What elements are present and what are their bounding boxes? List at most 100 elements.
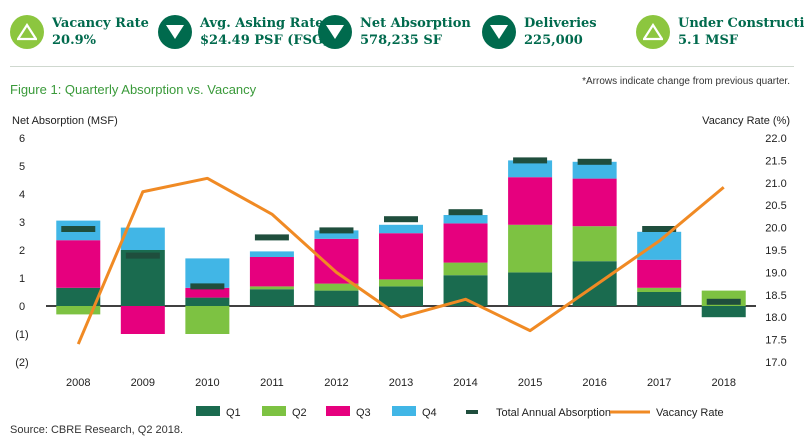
left-tick-label: 0 [19, 301, 25, 313]
kpi-value: 5.1 MSF [678, 33, 739, 48]
bar-q1-2009 [120, 250, 165, 306]
bar-q4-2009 [120, 227, 165, 250]
vacancy-rate-line [76, 176, 725, 345]
right-tick-label: 22.0 [765, 133, 786, 145]
right-tick-label: 18.0 [765, 312, 786, 324]
total-marker-2011 [254, 234, 289, 241]
bar-q3-2014 [443, 223, 488, 263]
kpi-label: Under Construction [678, 16, 804, 31]
bar-q1-2018 [701, 306, 746, 318]
bar-q2-2015 [508, 224, 553, 273]
right-tick-label: 20.5 [765, 200, 786, 212]
bar-q4-2015 [508, 160, 553, 178]
bar-q2-2014 [443, 262, 488, 276]
kpi-value: 578,235 SF [360, 33, 442, 48]
x-tick-label: 2014 [453, 377, 477, 389]
legend-label-q2: Q2 [292, 407, 307, 419]
bar-q3-2015 [508, 177, 553, 225]
left-tick-label: 4 [19, 189, 25, 201]
x-tick-label: 2016 [582, 377, 606, 389]
bar-q4-2017 [637, 231, 682, 260]
x-tick-label: 2015 [518, 377, 542, 389]
bar-q1-2015 [508, 272, 553, 306]
kpi-label: Net Absorption [360, 16, 471, 31]
left-tick-label: 3 [19, 217, 25, 229]
x-tick-label: 2013 [389, 377, 413, 389]
kpi-under-construction: Under Construction 5.1 MSF [636, 10, 804, 54]
right-tick-label: 21.0 [765, 178, 786, 190]
left-axis-label: Net Absorption (MSF) [12, 115, 118, 127]
total-marker-2014 [448, 209, 483, 216]
total-marker-2009 [125, 252, 160, 259]
legend-swatch-q4 [392, 406, 416, 416]
total-marker-2013 [384, 216, 418, 223]
legend-label-q1: Q1 [226, 407, 241, 419]
kpi-value: 225,000 [524, 33, 583, 48]
figure-title: Figure 1: Quarterly Absorption vs. Vacan… [10, 82, 257, 97]
left-tick-label: 5 [19, 161, 25, 173]
x-tick-label: 2017 [647, 377, 671, 389]
right-tick-label: 20.0 [765, 223, 786, 235]
bar-q1-2013 [379, 286, 423, 306]
kpi-value: 20.9% [52, 33, 97, 48]
total-marker-2010 [190, 283, 225, 290]
bar-q2-2011 [249, 286, 294, 290]
total-marker-2012 [319, 227, 354, 234]
legend-swatch-total-annual-absorption [466, 410, 478, 414]
divider [10, 66, 794, 67]
bar-q3-2011 [249, 257, 294, 287]
left-tick-label: (1) [15, 329, 28, 341]
footnote: *Arrows indicate change from previous qu… [582, 76, 790, 87]
arrow-up-icon [10, 15, 44, 49]
kpi-label: Avg. Asking Rate [200, 16, 324, 31]
bar-q2-2013 [379, 279, 423, 287]
kpi-value: $24.49 PSF (FSG) [200, 33, 330, 48]
bar-q3-2013 [379, 233, 423, 280]
bar-q3-2016 [572, 178, 617, 227]
arrow-down-icon [482, 15, 516, 49]
x-tick-label: 2010 [195, 377, 219, 389]
bar-q1-2010 [185, 297, 230, 306]
total-marker-2008 [61, 226, 96, 232]
left-tick-label: 1 [19, 273, 25, 285]
right-tick-label: 18.5 [765, 290, 786, 302]
right-tick-label: 19.5 [765, 245, 786, 257]
x-tick-label: 2011 [260, 377, 284, 389]
kpi-avg-asking-rate: Avg. Asking Rate $24.49 PSF (FSG) [158, 10, 329, 54]
right-tick-label: 19.0 [765, 267, 786, 279]
x-tick-label: 2012 [324, 377, 348, 389]
right-tick-label: 17.0 [765, 357, 786, 369]
bar-q3-2017 [637, 259, 682, 288]
bar-q1-2012 [314, 290, 359, 306]
legend-label-total-annual-absorption: Total Annual Absorption [496, 407, 611, 419]
bar-q1-2008 [56, 287, 101, 306]
bar-q2-2008 [56, 306, 101, 315]
kpi-net-absorption: Net Absorption 578,235 SF [318, 10, 471, 54]
bar-q1-2016 [572, 261, 617, 306]
legend-label-vacancy-rate: Vacancy Rate [656, 407, 724, 419]
bar-q3-2009 [120, 306, 165, 334]
kpi-deliveries: Deliveries 225,000 [482, 10, 597, 54]
bar-q2-2010 [185, 306, 230, 334]
left-tick-label: (2) [15, 357, 28, 369]
total-marker-2017 [642, 226, 677, 232]
bar-q4-2010 [185, 258, 230, 288]
bar-q2-2017 [637, 287, 682, 292]
bar-q3-2010 [185, 287, 230, 298]
bar-q2-2012 [314, 283, 359, 291]
bar-q1-2014 [443, 275, 488, 306]
kpi-label: Deliveries [524, 16, 597, 31]
left-tick-label: 2 [19, 245, 25, 257]
left-tick-label: 6 [19, 133, 25, 145]
bar-q4-2011 [249, 251, 294, 257]
kpi-label: Vacancy Rate [52, 16, 149, 31]
x-tick-label: 2008 [66, 377, 90, 389]
bar-q4-2014 [443, 215, 488, 224]
right-tick-label: 21.5 [765, 155, 786, 167]
right-tick-label: 17.5 [765, 335, 786, 347]
bar-q4-2012 [314, 230, 359, 239]
bar-q1-2017 [637, 292, 682, 306]
bar-q1-2011 [249, 289, 294, 306]
bar-q3-2008 [56, 240, 101, 288]
